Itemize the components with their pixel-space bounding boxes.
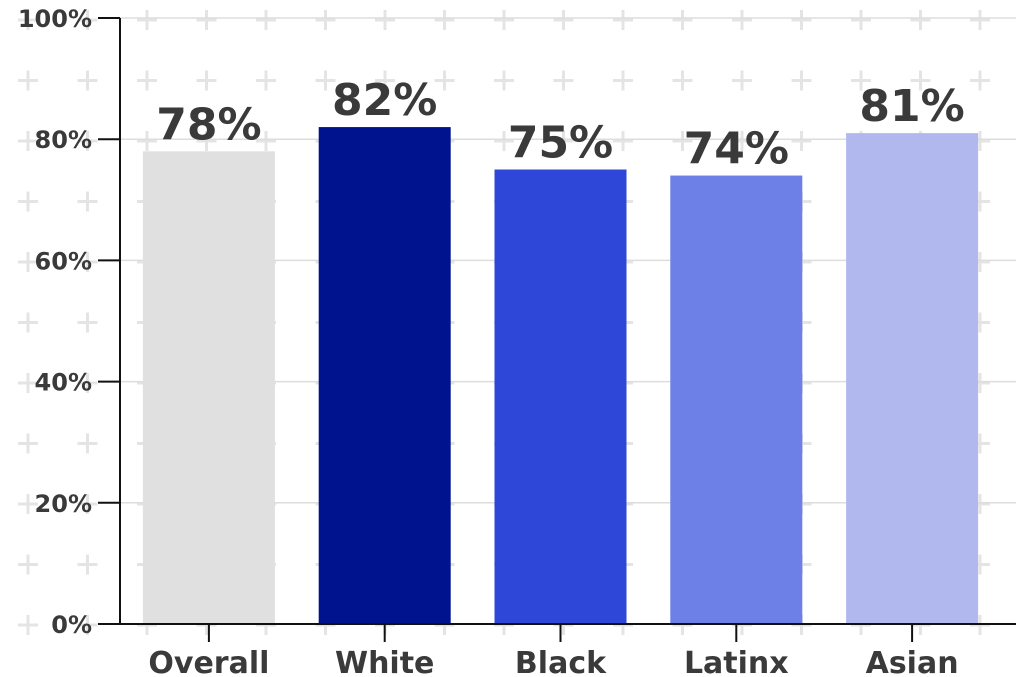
data-label-latinx: 74%: [684, 124, 789, 175]
plus-mark: [77, 191, 98, 212]
y-tick-label: 0%: [51, 611, 92, 639]
plus-mark: [196, 131, 217, 151]
bar-overall: [142, 151, 275, 624]
plus-mark: [613, 70, 633, 91]
data-label-black: 75%: [508, 118, 613, 169]
plus-mark: [77, 494, 98, 514]
plus-mark: [77, 554, 98, 575]
plus-mark: [970, 10, 990, 30]
plus-mark: [851, 10, 871, 30]
plus-mark: [77, 615, 98, 635]
data-label-overall: 78%: [156, 99, 261, 150]
plus-mark: [18, 131, 38, 151]
data-label-white: 82%: [332, 75, 437, 126]
plus-mark: [18, 312, 38, 333]
plus-mark: [375, 70, 395, 91]
plus-mark: [553, 131, 574, 151]
plus-mark: [77, 252, 98, 272]
plus-mark: [137, 10, 157, 30]
plus-mark: [137, 131, 157, 151]
plus-mark: [18, 10, 38, 30]
plus-mark: [494, 10, 514, 30]
plus-mark: [77, 10, 98, 30]
plus-mark: [970, 312, 990, 333]
plus-mark: [791, 10, 812, 30]
plus-mark: [77, 70, 98, 91]
x-tick-label-latinx: Latinx: [684, 646, 789, 677]
plus-mark: [196, 70, 217, 91]
plus-mark: [970, 373, 990, 393]
plus-mark: [910, 70, 931, 91]
bar-latinx: [670, 175, 803, 624]
plus-mark: [137, 70, 157, 91]
plus-mark: [970, 252, 990, 272]
y-tick-label: 60%: [35, 247, 92, 275]
plus-mark: [494, 70, 514, 91]
data-labels: 78% 82% 75% 74% 81%: [156, 75, 965, 174]
plus-mark: [672, 10, 693, 30]
plus-mark: [970, 191, 990, 212]
plus-mark: [672, 131, 693, 151]
plus-mark: [77, 433, 98, 454]
plus-mark: [196, 10, 217, 30]
plus-mark: [77, 373, 98, 393]
bar-black: [494, 169, 627, 624]
bars: [142, 127, 979, 624]
plus-mark: [732, 10, 752, 30]
plus-mark: [732, 131, 752, 151]
plus-mark: [434, 10, 455, 30]
plus-mark: [494, 131, 514, 151]
plus-mark: [18, 70, 38, 91]
plus-mark: [256, 131, 276, 151]
axes: [98, 17, 1016, 642]
x-tick-label-asian: Asian: [866, 646, 959, 677]
plus-mark: [970, 494, 990, 514]
y-tick-label: 40%: [35, 369, 92, 397]
plus-mark: [315, 10, 336, 30]
plus-mark: [434, 70, 455, 91]
plus-mark: [970, 554, 990, 575]
plus-mark: [613, 10, 633, 30]
data-label-asian: 81%: [859, 81, 964, 132]
plus-mark: [77, 312, 98, 333]
plus-mark: [18, 494, 38, 514]
plus-mark: [732, 70, 752, 91]
plus-mark: [18, 433, 38, 454]
y-tick-label: 20%: [35, 490, 92, 518]
plus-mark: [256, 10, 276, 30]
plus-mark: [851, 70, 871, 91]
plus-mark: [77, 131, 98, 151]
plus-mark: [613, 131, 633, 151]
x-axis-tick-labels: Overall White Black Latinx Asian: [148, 646, 958, 677]
plus-mark: [553, 70, 574, 91]
plus-mark: [18, 373, 38, 393]
plus-mark: [315, 70, 336, 91]
x-tick-label-overall: Overall: [148, 646, 269, 677]
plus-mark: [791, 70, 812, 91]
plus-mark: [18, 554, 38, 575]
bar-white: [318, 127, 451, 624]
plus-mark: [910, 10, 931, 30]
plus-mark: [18, 191, 38, 212]
plus-mark: [970, 70, 990, 91]
x-tick-label-white: White: [335, 646, 434, 677]
plus-mark: [18, 252, 38, 272]
plus-mark: [18, 615, 38, 635]
y-tick-label: 100%: [18, 5, 92, 33]
plus-mark: [970, 433, 990, 454]
plus-mark: [553, 10, 574, 30]
plus-mark: [256, 70, 276, 91]
y-tick-label: 80%: [35, 126, 92, 154]
y-axis-tick-labels: 0% 20% 40% 60% 80% 100%: [18, 5, 92, 639]
plus-mark: [375, 10, 395, 30]
x-tick-label-black: Black: [515, 646, 607, 677]
plus-mark: [672, 70, 693, 91]
bar-asian: [846, 133, 979, 624]
plus-mark: [791, 131, 812, 151]
plus-mark: [970, 131, 990, 151]
